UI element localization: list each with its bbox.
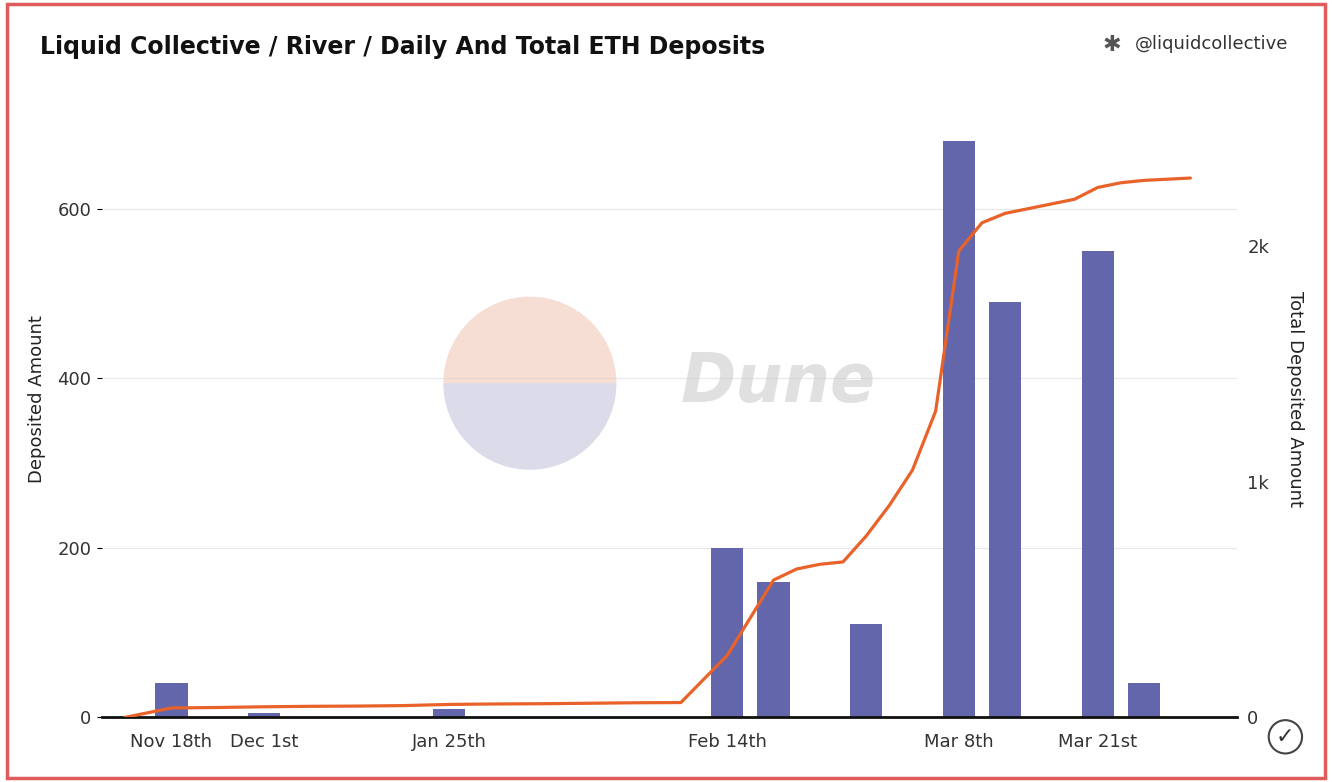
Bar <box>155 683 188 717</box>
Bar <box>433 709 465 717</box>
Bar <box>943 141 975 717</box>
Text: ✓: ✓ <box>1276 726 1295 747</box>
Bar <box>711 548 743 717</box>
Text: @liquidcollective: @liquidcollective <box>1135 35 1288 53</box>
Bar <box>988 302 1022 717</box>
Text: Liquid Collective / River / Daily And Total ETH Deposits: Liquid Collective / River / Daily And To… <box>40 35 765 59</box>
Bar <box>248 713 280 717</box>
Bar <box>758 582 790 717</box>
Bar <box>850 624 882 717</box>
Text: Dune: Dune <box>681 350 876 416</box>
Y-axis label: Deposited Amount: Deposited Amount <box>28 315 47 483</box>
Y-axis label: Total Deposited Amount: Total Deposited Amount <box>1285 292 1304 508</box>
Bar <box>1082 251 1114 717</box>
Bar <box>1128 683 1160 717</box>
Text: ✱: ✱ <box>1103 35 1122 56</box>
